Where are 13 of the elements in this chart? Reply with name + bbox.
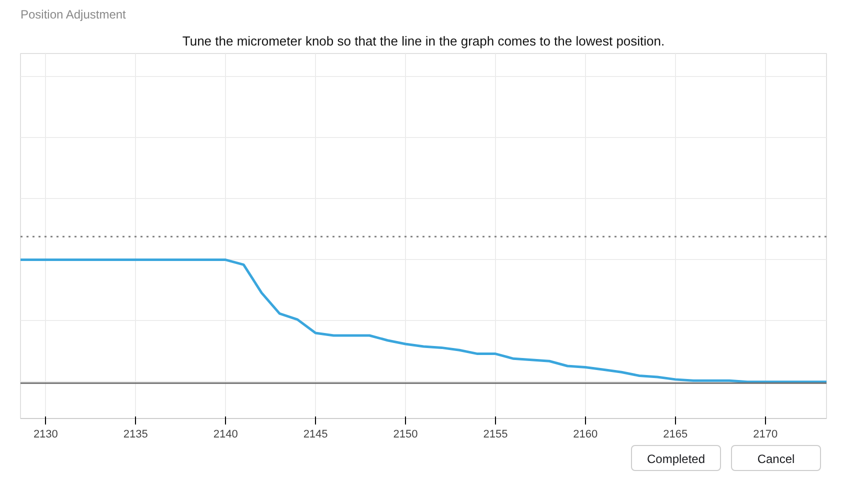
x-tick-label: 2145 [303,428,328,440]
x-tick-label: 2150 [393,428,418,440]
x-tick-label: 2170 [753,428,778,440]
x-tick-label: 2160 [573,428,598,440]
x-tick-label: 2140 [213,428,238,440]
x-tick-label: 2130 [33,428,58,440]
x-tick-label: 2165 [663,428,688,440]
text: Cancel [731,445,821,471]
text: Completed [631,445,721,471]
chart-title: Position Adjustment [20,8,127,22]
x-tick-label: 2155 [483,428,508,440]
x-tick-label: 2135 [123,428,148,440]
chart-subtitle: Tune the micrometer knob so that the line in the graph comes to the lowest position. [182,34,665,48]
